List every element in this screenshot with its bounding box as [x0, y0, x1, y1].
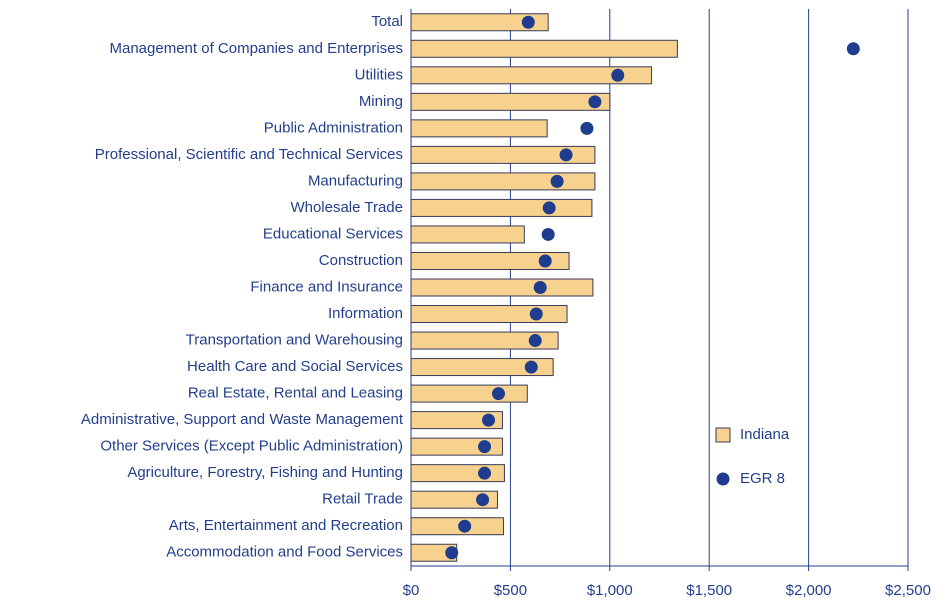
y-tick-label: Total [371, 13, 403, 30]
y-tick-label: Transportation and Warehousing [186, 332, 403, 349]
bar [410, 145, 596, 164]
dot [524, 360, 538, 374]
dot [542, 201, 556, 215]
y-tick-label: Professional, Scientific and Technical S… [95, 146, 403, 163]
bar [410, 13, 549, 32]
bar [410, 66, 653, 85]
x-tick-label: $1,000 [587, 582, 633, 599]
y-tick-label: Retail Trade [322, 491, 403, 508]
dot [445, 546, 459, 560]
bar [410, 198, 593, 217]
bar [410, 517, 504, 536]
legend-swatch [715, 427, 731, 443]
dot [588, 95, 602, 109]
y-tick-label: Finance and Insurance [250, 278, 403, 295]
y-tick-label: Public Administration [264, 119, 403, 136]
bar [410, 490, 498, 509]
y-tick-label: Management of Companies and Enterprises [110, 40, 404, 57]
y-tick-label: Wholesale Trade [290, 199, 403, 216]
dot [521, 15, 535, 29]
y-tick-label: Arts, Entertainment and Recreation [169, 517, 403, 534]
dot [476, 493, 490, 507]
bar [410, 411, 503, 430]
dot [580, 121, 594, 135]
bar [410, 119, 548, 138]
bar [410, 331, 559, 350]
y-tick-label: Educational Services [263, 225, 403, 242]
bar [410, 437, 503, 456]
bar [410, 39, 678, 58]
dot [846, 42, 860, 56]
dot [541, 227, 555, 241]
bar [410, 384, 528, 403]
dot [482, 413, 496, 427]
dot [529, 307, 543, 321]
legend-label: Indiana [740, 426, 790, 443]
y-tick-label: Other Services (Except Public Administra… [100, 438, 403, 455]
y-tick-label: Construction [319, 252, 403, 269]
bar [410, 305, 568, 324]
dot [478, 466, 492, 480]
dot [533, 281, 547, 294]
y-tick-label: Manufacturing [308, 172, 403, 189]
dot [478, 440, 492, 454]
x-tick-label: $1,500 [686, 582, 732, 599]
y-tick-label: Administrative, Support and Waste Manage… [81, 411, 404, 428]
dot [491, 387, 505, 401]
x-tick-label: $0 [403, 582, 420, 599]
bar [410, 172, 596, 191]
bar [410, 251, 570, 270]
y-tick-label: Agriculture, Forestry, Fishing and Hunti… [127, 464, 403, 481]
x-tick-label: $500 [494, 582, 527, 599]
x-tick-label: $2,000 [786, 582, 832, 599]
bar [410, 92, 611, 111]
y-tick-label: Real Estate, Rental and Leasing [188, 385, 403, 402]
legend-label: EGR 8 [740, 470, 785, 487]
dot [458, 519, 472, 533]
y-tick-label: Accommodation and Food Services [166, 544, 403, 561]
dot [528, 334, 542, 348]
bar [410, 225, 525, 244]
dot [559, 148, 573, 162]
y-tick-label: Utilities [355, 66, 403, 83]
y-tick-label: Health Care and Social Services [187, 358, 403, 375]
dot [538, 254, 552, 268]
bar [410, 278, 594, 297]
dot [611, 68, 625, 82]
x-tick-label: $2,500 [885, 582, 931, 599]
y-tick-label: Information [328, 305, 403, 322]
legend-swatch [716, 472, 730, 486]
dot [550, 174, 564, 188]
y-tick-label: Mining [359, 93, 403, 110]
bar [410, 358, 554, 377]
